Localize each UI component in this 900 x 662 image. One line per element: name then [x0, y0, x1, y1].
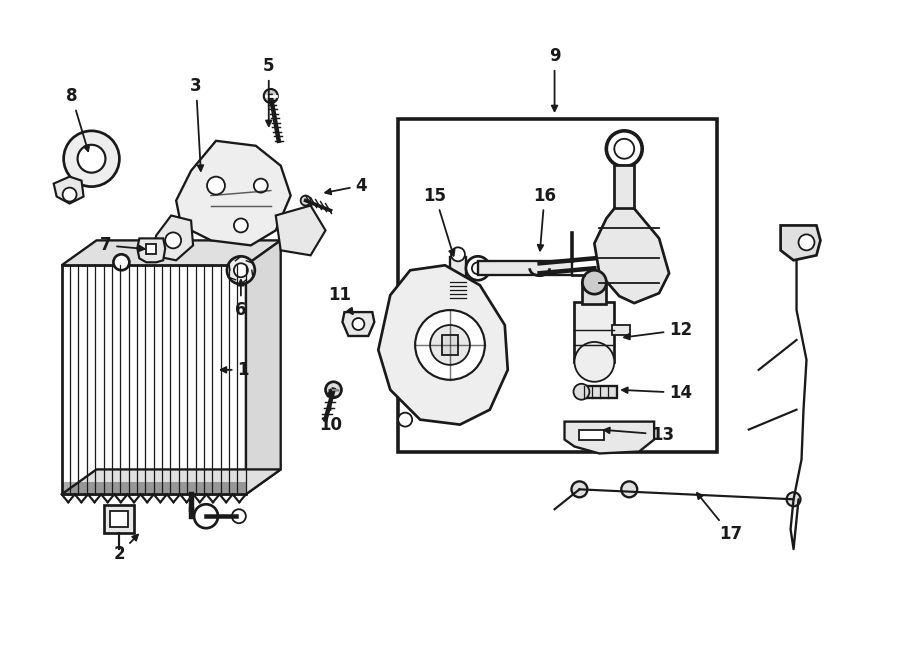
Polygon shape [343, 312, 374, 336]
Bar [442, 335, 458, 355]
Bar [582, 282, 607, 304]
Circle shape [472, 262, 484, 274]
Text: 10: 10 [319, 389, 342, 434]
Circle shape [301, 195, 310, 205]
Circle shape [448, 280, 468, 300]
Text: 1: 1 [220, 361, 248, 379]
Circle shape [573, 384, 590, 400]
Circle shape [264, 89, 278, 103]
Bar [581, 386, 617, 398]
Text: 2: 2 [113, 535, 138, 563]
Circle shape [582, 270, 607, 294]
Circle shape [64, 131, 120, 187]
Circle shape [607, 131, 643, 167]
Circle shape [254, 179, 268, 193]
Polygon shape [176, 141, 291, 246]
Circle shape [326, 382, 341, 398]
Circle shape [798, 234, 814, 250]
Bar [612, 325, 630, 335]
Bar [147, 244, 157, 254]
Bar [104, 505, 134, 533]
Circle shape [442, 337, 458, 353]
Circle shape [166, 232, 181, 248]
Circle shape [63, 187, 76, 201]
Circle shape [113, 254, 130, 270]
Text: 11: 11 [328, 286, 353, 314]
Polygon shape [54, 177, 84, 203]
Text: 9: 9 [549, 47, 561, 111]
Text: 13: 13 [604, 426, 674, 444]
Circle shape [232, 509, 246, 523]
Text: 16: 16 [533, 187, 556, 250]
Bar [398, 119, 717, 453]
Text: 17: 17 [697, 493, 742, 543]
Polygon shape [275, 205, 326, 256]
Text: 6: 6 [235, 280, 247, 319]
Circle shape [77, 145, 105, 173]
Polygon shape [61, 265, 246, 495]
Circle shape [207, 177, 225, 195]
Circle shape [227, 256, 255, 284]
Circle shape [451, 248, 465, 261]
Text: 3: 3 [190, 77, 203, 171]
Text: 14: 14 [622, 384, 692, 402]
Text: 15: 15 [424, 187, 454, 256]
Circle shape [234, 218, 248, 232]
Text: 4: 4 [325, 177, 367, 195]
Polygon shape [780, 226, 821, 260]
Bar [450, 258, 466, 292]
Polygon shape [138, 238, 166, 262]
Text: 8: 8 [66, 87, 89, 151]
Circle shape [398, 412, 412, 426]
Bar [478, 261, 572, 275]
Text: 7: 7 [100, 236, 145, 254]
Polygon shape [246, 240, 281, 495]
Circle shape [621, 481, 637, 497]
Text: 5: 5 [263, 57, 274, 126]
Text: 12: 12 [624, 321, 692, 340]
Circle shape [234, 263, 248, 277]
Circle shape [615, 139, 634, 159]
Circle shape [415, 310, 485, 380]
Polygon shape [564, 422, 654, 453]
Bar [580, 430, 604, 440]
Polygon shape [594, 209, 669, 303]
Circle shape [430, 325, 470, 365]
Circle shape [787, 493, 800, 506]
Circle shape [466, 256, 490, 280]
Circle shape [194, 504, 218, 528]
Polygon shape [61, 469, 281, 495]
Circle shape [572, 481, 588, 497]
Bar [574, 302, 615, 362]
Circle shape [574, 342, 615, 382]
Polygon shape [61, 240, 281, 265]
Circle shape [353, 318, 364, 330]
Polygon shape [151, 216, 194, 260]
Bar [615, 165, 634, 209]
Bar [111, 511, 129, 527]
Polygon shape [378, 265, 508, 424]
